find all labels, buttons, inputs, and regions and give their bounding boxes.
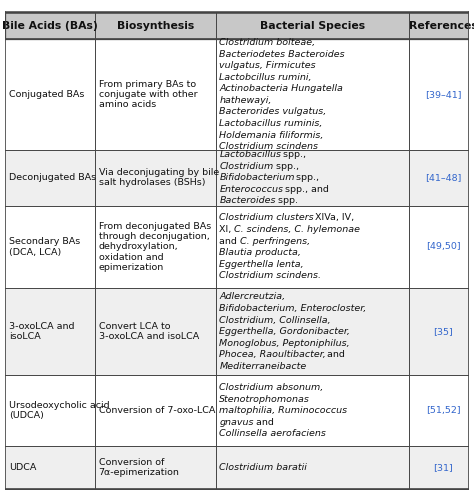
Text: spp.,: spp.,: [280, 150, 306, 159]
Text: Bacterial Species: Bacterial Species: [260, 21, 365, 31]
Text: XIVa, IV,: XIVa, IV,: [312, 213, 354, 223]
Text: From primary BAs to
conjugate with other
amino acids: From primary BAs to conjugate with other…: [99, 80, 197, 110]
Text: Conjugated BAs: Conjugated BAs: [9, 90, 85, 99]
Text: Bile Acids (BAs): Bile Acids (BAs): [2, 21, 98, 31]
Text: maltophilia, Ruminococcus: maltophilia, Ruminococcus: [219, 406, 347, 415]
Text: 3-oxoLCA and
isoLCA: 3-oxoLCA and isoLCA: [9, 322, 75, 341]
Text: C. perfringens,: C. perfringens,: [240, 237, 310, 246]
Text: spp.,: spp.,: [293, 173, 319, 182]
Text: spp., and: spp., and: [282, 185, 329, 194]
Text: Convert LCA to
3-oxoLCA and isoLCA: Convert LCA to 3-oxoLCA and isoLCA: [99, 322, 199, 341]
Text: [31]: [31]: [433, 463, 453, 472]
Text: Conversion of 7-oxo-LCA: Conversion of 7-oxo-LCA: [99, 406, 215, 415]
Text: Actinobacteria Hungatella: Actinobacteria Hungatella: [219, 84, 343, 93]
Text: Phocea, Raoultibacter,: Phocea, Raoultibacter,: [219, 350, 326, 359]
Text: References: References: [409, 21, 474, 31]
Text: Clostridium clusters: Clostridium clusters: [219, 213, 314, 223]
Bar: [5, 375, 469, 446]
Text: Bacteroides: Bacteroides: [219, 196, 276, 205]
Bar: [5, 40, 469, 150]
Text: [39–41]: [39–41]: [425, 90, 462, 99]
Text: spp.,: spp.,: [273, 162, 299, 171]
Bar: [5, 446, 469, 489]
Text: and: and: [219, 237, 240, 246]
Text: Lactobacillus ruminis,: Lactobacillus ruminis,: [219, 119, 323, 128]
Text: [49,50]: [49,50]: [426, 243, 461, 251]
Text: Bacterorides vulgatus,: Bacterorides vulgatus,: [219, 108, 327, 117]
Text: Bifidobacterium: Bifidobacterium: [219, 173, 295, 182]
Text: Clostridium bolteae,: Clostridium bolteae,: [219, 38, 316, 47]
Text: and: and: [253, 418, 274, 427]
Text: Clostridium scindens.: Clostridium scindens.: [219, 271, 321, 280]
Text: XI,: XI,: [219, 225, 235, 234]
Text: vulgatus, Firmicutes: vulgatus, Firmicutes: [219, 61, 316, 70]
Text: Secondary BAs
(DCA, LCA): Secondary BAs (DCA, LCA): [9, 237, 81, 256]
Text: Via deconjugating by bile
salt hydrolases (BSHs): Via deconjugating by bile salt hydrolase…: [99, 168, 219, 187]
Text: spp.: spp.: [275, 196, 298, 205]
Text: [41–48]: [41–48]: [425, 173, 461, 182]
Text: Lactobacillus: Lactobacillus: [219, 150, 282, 159]
Text: [51,52]: [51,52]: [426, 406, 461, 415]
Text: Ursodeoxycholic acid
(UDCA): Ursodeoxycholic acid (UDCA): [9, 401, 110, 420]
Text: hathewayi,: hathewayi,: [219, 96, 272, 105]
Text: Blautia producta,: Blautia producta,: [219, 248, 301, 257]
Bar: [5, 12, 469, 40]
Text: gnavus: gnavus: [219, 418, 254, 427]
Text: Mediterraneibacte: Mediterraneibacte: [219, 362, 307, 371]
Text: Enterococcus: Enterococcus: [219, 185, 283, 194]
Bar: [5, 150, 469, 206]
Text: Clostridium absonum,: Clostridium absonum,: [219, 383, 324, 392]
Text: Stenotrophomonas: Stenotrophomonas: [219, 394, 310, 404]
Text: and: and: [324, 350, 345, 359]
Text: Biosynthesis: Biosynthesis: [117, 21, 194, 31]
Text: Clostridium: Clostridium: [219, 162, 273, 171]
Text: Adlercreutzia,: Adlercreutzia,: [219, 293, 285, 302]
Bar: [5, 206, 469, 288]
Text: Conversion of
7α-epimerization: Conversion of 7α-epimerization: [99, 458, 180, 477]
Text: Clostridium scindens: Clostridium scindens: [219, 142, 319, 151]
Text: Lactobcillus rumini,: Lactobcillus rumini,: [219, 73, 312, 82]
Text: Clostridium baratii: Clostridium baratii: [219, 463, 307, 472]
Text: Collinsella aerofaciens: Collinsella aerofaciens: [219, 429, 326, 438]
Bar: [5, 288, 469, 375]
Text: Bacteriodetes Bacteroides: Bacteriodetes Bacteroides: [219, 50, 345, 59]
Text: Holdemania filiformis,: Holdemania filiformis,: [219, 130, 324, 139]
Text: UDCA: UDCA: [9, 463, 37, 472]
Text: Eggerthella lenta,: Eggerthella lenta,: [219, 260, 304, 269]
Text: Monoglobus, Peptoniphilus,: Monoglobus, Peptoniphilus,: [219, 339, 350, 348]
Text: From deconjugated BAs
through deconjugation,
dehydroxylation,
oxidation and
epim: From deconjugated BAs through deconjugat…: [99, 222, 211, 272]
Text: Eggerthella, Gordonibacter,: Eggerthella, Gordonibacter,: [219, 327, 350, 336]
Text: Bifidobacterium, Enterocloster,: Bifidobacterium, Enterocloster,: [219, 304, 366, 313]
Text: Deconjugated BAs: Deconjugated BAs: [9, 173, 97, 182]
Text: [35]: [35]: [433, 327, 453, 336]
Text: Clostridium, Collinsella,: Clostridium, Collinsella,: [219, 315, 331, 324]
Text: C. scindens, C. hylemonae: C. scindens, C. hylemonae: [234, 225, 360, 234]
